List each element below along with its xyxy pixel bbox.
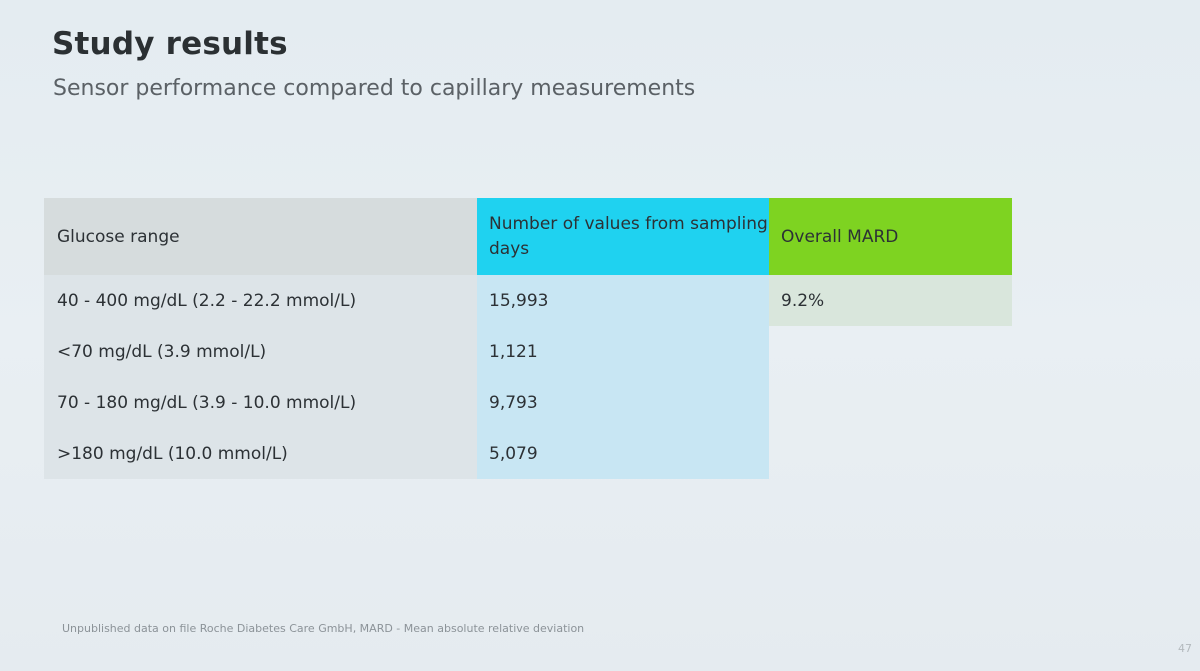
row-values: 15,993 <box>477 275 769 326</box>
row-mard <box>769 326 1012 377</box>
row-range: >180 mg/dL (10.0 mmol/L) <box>44 428 477 479</box>
results-table: Glucose range Number of values from samp… <box>44 198 1012 479</box>
table-row: >180 mg/dL (10.0 mmol/L) 5,079 <box>44 428 1012 479</box>
header-overall-mard: Overall MARD <box>769 198 1012 275</box>
page-number: 47 <box>1178 642 1192 655</box>
row-values: 1,121 <box>477 326 769 377</box>
row-values: 5,079 <box>477 428 769 479</box>
slide-subtitle: Sensor performance compared to capillary… <box>53 76 696 101</box>
table-row: <70 mg/dL (3.9 mmol/L) 1,121 <box>44 326 1012 377</box>
row-range: 40 - 400 mg/dL (2.2 - 22.2 mmol/L) <box>44 275 477 326</box>
row-range: <70 mg/dL (3.9 mmol/L) <box>44 326 477 377</box>
table-header-row: Glucose range Number of values from samp… <box>44 198 1012 275</box>
header-glucose-range: Glucose range <box>44 198 477 275</box>
table-row: 70 - 180 mg/dL (3.9 - 10.0 mmol/L) 9,793 <box>44 377 1012 428</box>
row-mard <box>769 428 1012 479</box>
row-range: 70 - 180 mg/dL (3.9 - 10.0 mmol/L) <box>44 377 477 428</box>
row-values: 9,793 <box>477 377 769 428</box>
row-mard: 9.2% <box>769 275 1012 326</box>
footnote: Unpublished data on file Roche Diabetes … <box>62 622 585 635</box>
table-row: 40 - 400 mg/dL (2.2 - 22.2 mmol/L) 15,99… <box>44 275 1012 326</box>
slide-title: Study results <box>52 26 288 62</box>
header-number-of-values: Number of values from sampling days <box>477 198 769 275</box>
row-mard <box>769 377 1012 428</box>
